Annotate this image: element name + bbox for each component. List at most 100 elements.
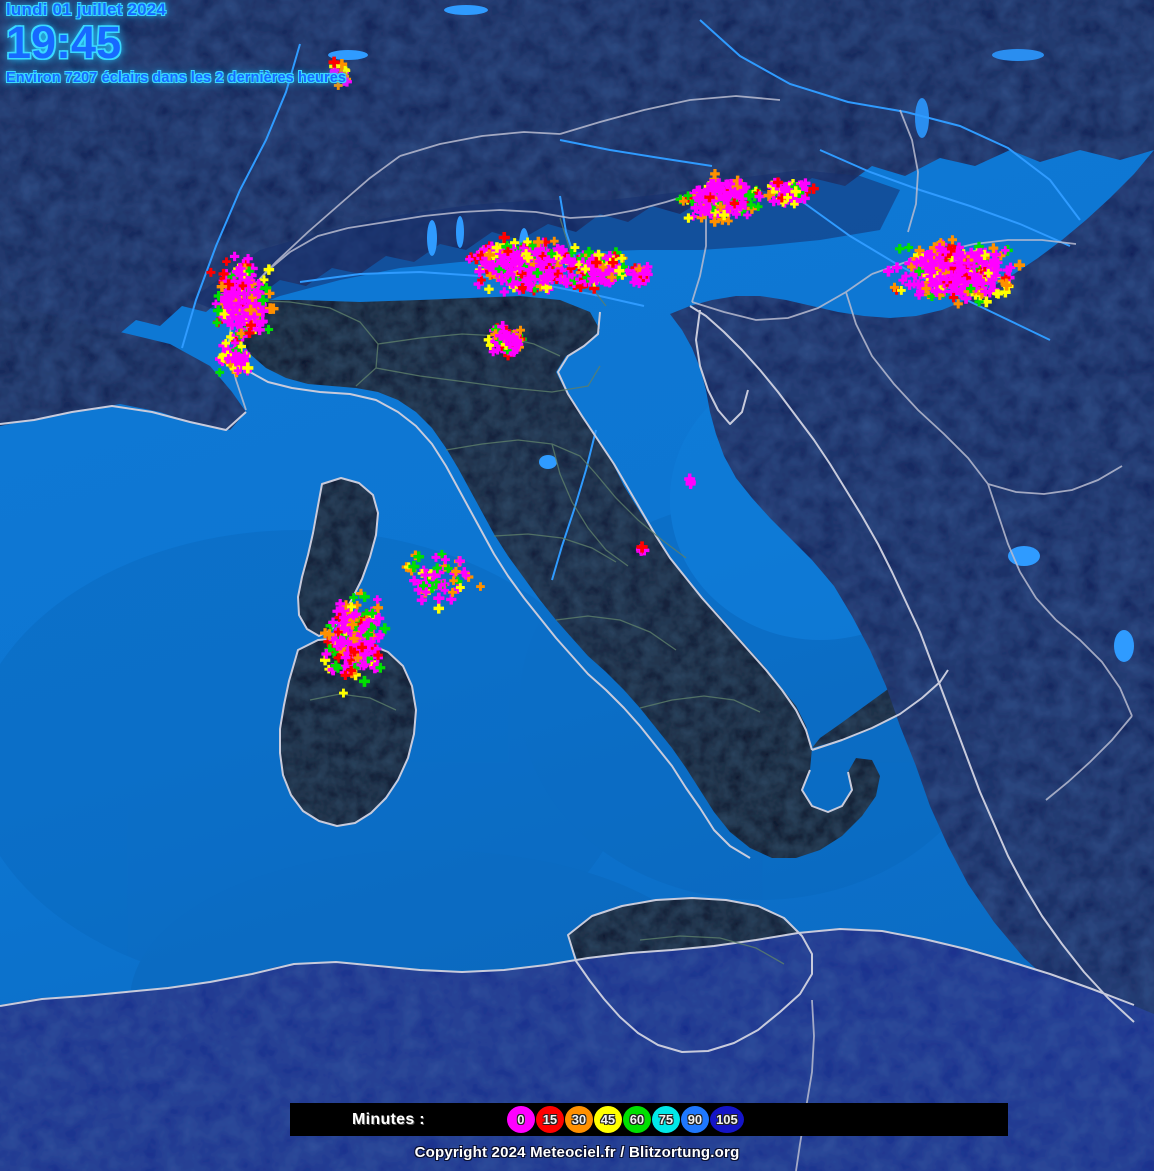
lightning-strike-marker — [446, 594, 457, 605]
lightning-strike-marker — [607, 272, 617, 282]
lightning-strike-marker — [333, 663, 343, 673]
lightning-strike-marker — [956, 288, 967, 299]
lightning-strike-marker — [977, 256, 989, 268]
lightning-strike-marker — [334, 627, 343, 637]
lightning-strike-marker — [533, 236, 544, 248]
lightning-strike-marker — [491, 242, 503, 253]
region-abruzzo — [595, 473, 687, 559]
legend-chip-15: 15 — [535, 1106, 564, 1133]
lightning-strike-marker — [706, 210, 715, 219]
lightning-strike-marker — [354, 646, 365, 657]
lightning-strike-marker — [481, 253, 491, 263]
lightning-strike-marker — [337, 618, 347, 628]
lightning-strike-marker — [725, 187, 736, 199]
lightning-strike-marker — [358, 675, 370, 687]
lightning-strike-marker — [217, 352, 227, 362]
coast-italy-east — [557, 311, 813, 751]
lightning-strike-marker — [473, 278, 484, 290]
lightning-strike-marker — [347, 619, 358, 630]
lightning-strike-marker — [509, 348, 519, 357]
coast-italy-west — [243, 355, 751, 859]
lightning-strike-marker — [242, 295, 254, 307]
lake-maggiore — [427, 220, 437, 256]
lightning-strike-marker — [980, 296, 992, 308]
region-sicilia-interior — [639, 935, 785, 965]
lightning-strike-marker — [264, 303, 276, 314]
lightning-strike-marker — [957, 264, 967, 275]
lightning-strike-marker — [246, 289, 255, 299]
lightning-strike-marker — [593, 249, 604, 261]
lightning-strike-marker — [1001, 279, 1012, 291]
river-danube — [699, 19, 1081, 221]
region-emilia — [375, 365, 601, 393]
lightning-strike-marker — [346, 602, 357, 612]
lightning-strike-marker — [927, 262, 937, 272]
lightning-strike-marker — [335, 635, 346, 646]
lightning-strike-marker — [476, 582, 485, 591]
lightning-strike-marker — [259, 275, 269, 285]
border-albania-macedonia — [1055, 619, 1133, 717]
lightning-strike-marker — [372, 644, 382, 654]
lightning-strike-marker — [735, 200, 747, 212]
lightning-strike-marker — [500, 253, 510, 263]
lightning-strike-marker — [243, 253, 253, 264]
land-balkans — [670, 150, 1154, 1040]
lightning-strike-marker — [346, 665, 357, 676]
lightning-strike-marker — [971, 283, 981, 293]
lightning-strike-marker — [686, 479, 696, 488]
lightning-strike-marker — [952, 247, 963, 257]
lightning-strike-marker — [497, 255, 507, 265]
lightning-strike-marker — [618, 262, 628, 272]
lightning-strike-marker — [423, 583, 435, 595]
lightning-strike-marker — [360, 658, 371, 669]
lightning-strike-marker — [909, 269, 921, 281]
lightning-strike-marker — [882, 265, 894, 277]
lightning-strike-marker — [799, 183, 809, 192]
lightning-strike-marker — [516, 325, 525, 335]
lightning-strike-marker — [690, 202, 701, 213]
lightning-strike-marker — [238, 281, 248, 291]
lightning-strike-marker — [252, 308, 264, 320]
lightning-strike-marker — [586, 260, 596, 270]
lightning-strike-marker — [216, 281, 228, 292]
lightning-strike-marker — [719, 186, 729, 196]
lightning-strike-marker — [702, 202, 712, 213]
lightning-strike-marker — [679, 197, 688, 206]
border-austria-germany — [559, 95, 781, 135]
border-italy-switzerland — [347, 209, 571, 229]
lightning-strike-marker — [589, 254, 600, 265]
lightning-strike-marker — [343, 648, 353, 658]
lightning-strike-marker — [221, 338, 231, 348]
lightning-strike-marker — [535, 281, 546, 292]
lightning-strike-marker — [717, 214, 728, 225]
lightning-strike-marker — [505, 339, 515, 350]
lightning-strike-marker — [212, 318, 222, 328]
lightning-strike-marker — [503, 345, 512, 355]
lightning-strike-marker — [330, 660, 341, 671]
lightning-strike-marker — [319, 655, 331, 666]
lightning-strike-marker — [538, 252, 548, 261]
lightning-strike-marker — [974, 241, 984, 252]
border-france-switzerland — [245, 155, 401, 295]
lightning-strike-marker — [958, 276, 970, 288]
lightning-strike-marker — [449, 576, 458, 585]
border-bosnia-serbia — [987, 465, 1123, 495]
lightning-strike-marker — [367, 608, 378, 618]
lightning-strike-marker — [541, 282, 553, 294]
lightning-strike-marker — [1001, 273, 1011, 283]
lightning-strike-marker — [741, 182, 751, 192]
lightning-strike-marker — [455, 583, 465, 592]
lightning-strike-marker — [780, 183, 790, 193]
lightning-strike-marker — [722, 202, 734, 214]
lightning-strike-marker — [226, 331, 237, 342]
lightning-strike-marker — [241, 260, 252, 270]
lightning-strike-marker — [231, 301, 243, 313]
lightning-strike-marker — [497, 342, 507, 351]
lightning-strike-marker — [993, 258, 1003, 268]
lightning-strike-marker — [233, 366, 243, 376]
lightning-strike-marker — [212, 305, 224, 316]
lightning-strike-marker — [722, 179, 733, 190]
lightning-strike-marker — [339, 76, 349, 86]
